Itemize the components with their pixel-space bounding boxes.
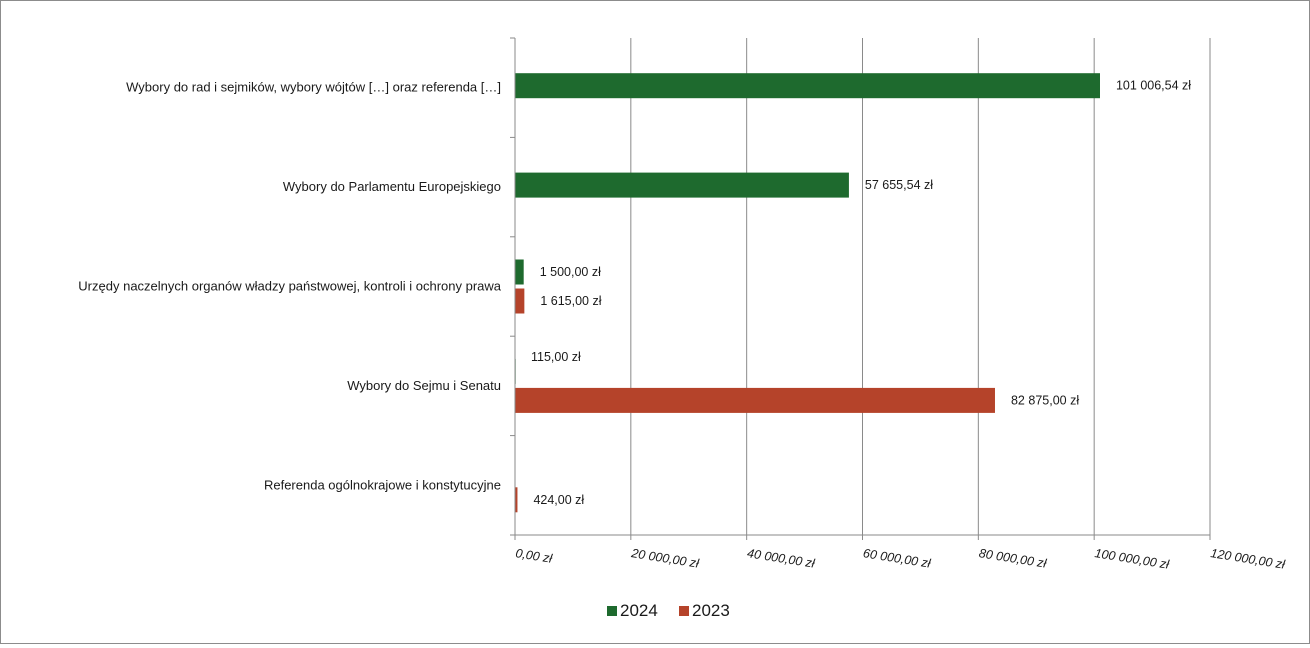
- data-label: 424,00 zł: [533, 493, 584, 507]
- data-labels: 101 006,54 zł 57 655,54 zł 1 500,00 zł 1 61…: [531, 79, 1191, 507]
- x-tick-label: 20 000,00 zł: [629, 546, 701, 571]
- bar-2023: [515, 487, 518, 513]
- tick-labels: 0,00 zł 20 000,00 zł 40 000,00 zł 60 000,00…: [515, 546, 1288, 572]
- legend-swatch-2024: [607, 606, 617, 616]
- data-label: 82 875,00 zł: [1011, 393, 1079, 407]
- legend-swatch-2023: [679, 606, 689, 616]
- bar-2024: [515, 73, 1100, 99]
- category-label: Wybory do rad i sejmików, wybory wójtów …: [126, 80, 501, 95]
- x-tick-label: 80 000,00 zł: [978, 546, 1049, 571]
- data-label: 1 500,00 zł: [540, 265, 601, 279]
- bars: [515, 73, 1100, 513]
- legend-label: 2024: [620, 601, 658, 620]
- grid-lines: [630, 38, 1211, 535]
- legend-label: 2023: [692, 601, 730, 620]
- category-label: Urzędy naczelnych organów władzy państwo…: [78, 279, 501, 294]
- bar-2024: [515, 259, 524, 285]
- x-tick-label: 0,00 zł: [515, 546, 555, 566]
- data-label: 101 006,54 zł: [1116, 79, 1191, 93]
- legend: 2024 2023: [607, 601, 730, 620]
- bar-2023: [515, 387, 995, 413]
- data-label: 57 655,54 zł: [865, 178, 933, 192]
- x-tick-label: 120 000,00 zł: [1210, 546, 1288, 572]
- category-label: Wybory do Sejmu i Senatu: [347, 378, 501, 393]
- x-tick-label: 60 000,00 zł: [862, 546, 933, 571]
- category-label: Wybory do Parlamentu Europejskiego: [283, 179, 501, 194]
- category-labels: Wybory do rad i sejmików, wybory wójtów …: [78, 80, 501, 493]
- bar-2023: [515, 288, 525, 314]
- axes: [510, 37, 1211, 540]
- data-label: 1 615,00 zł: [540, 294, 601, 308]
- x-tick-label: 40 000,00 zł: [746, 546, 817, 571]
- bar-2024: [515, 172, 849, 198]
- category-label: Referenda ogólnokrajowe i konstytucyjne: [264, 477, 501, 492]
- x-tick-label: 100 000,00 zł: [1094, 546, 1172, 572]
- data-label: 115,00 zł: [531, 350, 581, 364]
